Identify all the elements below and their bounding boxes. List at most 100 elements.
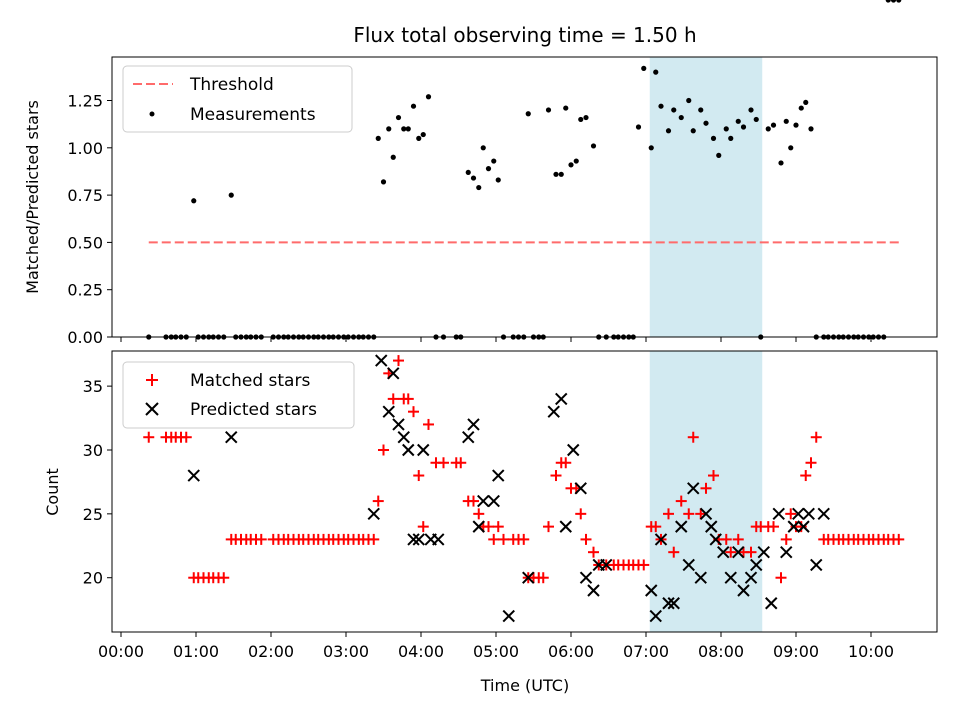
measurement-point — [401, 126, 407, 132]
matched-star-point — [638, 559, 650, 571]
matched-star-point — [780, 533, 792, 545]
measurement-point — [416, 135, 422, 141]
measurement-point — [568, 162, 574, 168]
matched-star-point — [663, 508, 674, 520]
matched-star-point — [473, 508, 485, 520]
matched-star-point — [402, 393, 414, 405]
predicted-star-point — [699, 507, 713, 521]
measurement-point — [491, 158, 497, 164]
measurement-point — [405, 126, 411, 132]
bottom-y-tick-label-2: 30 — [83, 441, 103, 460]
measurement-point — [735, 118, 741, 124]
matched-star-point — [810, 431, 822, 443]
measurement-point — [390, 154, 396, 160]
legend-measurements-label: Measurements — [190, 105, 316, 125]
x-tick-label-0: 00:00 — [98, 642, 144, 661]
predicted-star-point — [462, 431, 475, 444]
measurement-point — [783, 118, 789, 124]
predicted-star-point — [687, 482, 700, 495]
predicted-star-point — [757, 545, 770, 559]
y-axis-ticks-bottom: 20 25 30 35 — [83, 377, 112, 588]
plot-frame-top — [111, 56, 938, 338]
measurement-point — [583, 114, 589, 121]
predicted-star-point — [477, 494, 490, 508]
matched-star-point — [695, 508, 707, 520]
predicted-star-point — [724, 571, 737, 584]
legend-box-top — [122, 65, 353, 133]
matched-star-point — [143, 431, 155, 443]
predicted-star-point — [555, 392, 568, 406]
predicted-star-point — [717, 545, 730, 559]
predicted-star-point — [772, 507, 785, 521]
y-axis-label-top: Matched/Predicted stars — [23, 100, 42, 294]
measurement-point — [740, 124, 747, 130]
matched-star-point — [687, 431, 699, 443]
x-tick-label-8: 08:00 — [698, 642, 744, 661]
matched-star-point — [368, 533, 380, 545]
measurement-point — [671, 107, 677, 113]
x-tick-label-4: 04:00 — [398, 642, 444, 661]
x-tick-label-6: 06:00 — [548, 642, 594, 661]
measurement-point — [765, 126, 771, 132]
legend-predicted-label: Predicted stars — [190, 400, 317, 420]
matched-star-point — [800, 470, 812, 482]
matched-star-point — [725, 546, 737, 558]
predicted-star-point — [737, 584, 750, 597]
predicted-star-point — [587, 584, 600, 597]
figure-title: Flux total observing time = 1.50 h — [353, 23, 696, 47]
matched-star-point — [255, 533, 267, 545]
predicted-star-point — [645, 584, 658, 597]
measurement-point — [573, 158, 579, 164]
measurement-point — [770, 122, 777, 128]
measurement-point — [678, 114, 684, 121]
predicted-star-point — [397, 431, 410, 444]
top-y-tick-label-2: 0.50 — [67, 233, 103, 252]
matched-star-point — [700, 482, 712, 494]
legend-box-bottom — [122, 361, 355, 429]
bottom-y-tick-label-0: 20 — [83, 569, 103, 588]
predicted-star-point — [797, 520, 810, 533]
measurement-point — [753, 116, 759, 123]
predicted-star-point — [567, 443, 580, 457]
predicted-star-point — [382, 405, 395, 418]
measurement-point — [410, 103, 417, 109]
x-tick-label-7: 07:00 — [623, 642, 669, 661]
panel-ratio: 0.00 0.25 0.50 0.75 1.00 1.25 Matched/Predict… — [23, 0, 938, 347]
measurement-point — [808, 126, 814, 132]
predicted-star-point — [765, 597, 778, 610]
measurement-point — [578, 116, 584, 123]
predicted-star-point — [574, 482, 587, 495]
measurement-point — [748, 107, 754, 113]
legend-matched-label: Matched stars — [190, 371, 310, 391]
matched-star-point — [408, 406, 419, 418]
matched-star-point — [668, 546, 680, 558]
matched-star-point — [492, 521, 504, 533]
measurement-point — [716, 152, 722, 158]
matched-star-point — [537, 572, 549, 584]
predicted-star-point — [467, 418, 480, 431]
matched-star-point — [518, 533, 530, 545]
predicted-star-point — [472, 520, 485, 533]
top-y-tick-label-5: 1.25 — [67, 92, 103, 111]
matched-star-points — [143, 355, 905, 584]
measurement-point — [563, 105, 569, 111]
y-axis-label-bottom: Count — [43, 468, 62, 516]
predicted-star-point — [412, 533, 425, 546]
predicted-star-point — [810, 558, 823, 572]
predicted-star-point — [392, 418, 405, 431]
measurement-point — [465, 169, 471, 176]
top-y-tick-label-3: 0.75 — [67, 186, 103, 205]
matched-star-point — [580, 533, 592, 545]
predicted-star-point — [744, 571, 758, 584]
predicted-star-point — [522, 571, 535, 584]
y-axis-ticks-top: 0.00 0.25 0.50 0.75 1.00 1.25 — [67, 92, 112, 347]
matched-star-point — [483, 521, 494, 533]
measurement-point — [476, 184, 482, 191]
measurement-point — [470, 175, 477, 181]
measurement-point — [798, 105, 804, 111]
legend-matched-swatch — [146, 374, 158, 386]
predicted-star-point — [375, 354, 388, 367]
measurement-point — [480, 145, 486, 151]
measurement-point — [386, 126, 392, 132]
matched-star-point — [393, 355, 404, 367]
